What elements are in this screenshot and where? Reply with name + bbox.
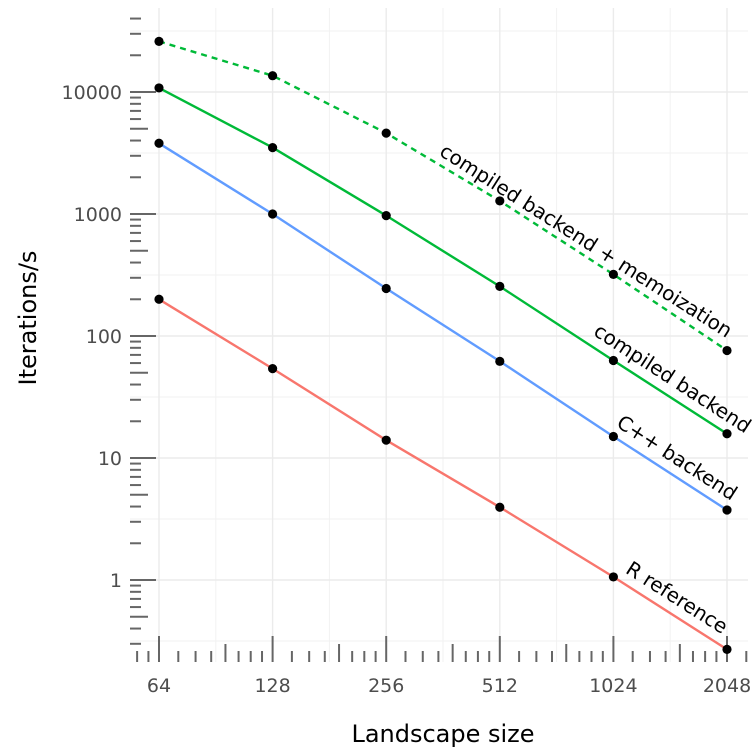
data-point (381, 435, 391, 445)
data-point (268, 364, 278, 374)
point-layer (154, 36, 732, 654)
y-tick-label: 10 (98, 448, 122, 470)
data-point (268, 209, 278, 219)
series-layer (158, 40, 728, 651)
data-point (722, 644, 732, 654)
data-point (154, 36, 164, 46)
data-point (495, 502, 505, 512)
series-line (158, 40, 728, 352)
tick-label-layer: 1 10 100 1000 10000 64 128 256 512 1024 2048 (62, 82, 752, 697)
data-point (154, 83, 164, 93)
x-tick-label: 64 (147, 675, 171, 697)
data-point (608, 572, 619, 582)
data-point (381, 211, 391, 221)
data-point (381, 283, 391, 294)
data-point (268, 71, 278, 81)
data-point (268, 143, 278, 153)
x-tick-label: 2048 (703, 675, 751, 697)
y-tick-label: 1 (110, 570, 122, 592)
series-line (158, 142, 728, 512)
x-tick-label: 512 (482, 675, 518, 697)
axis-rug-layer (130, 17, 748, 662)
data-point (495, 196, 505, 206)
series-line (158, 298, 728, 651)
x-tick-label: 1024 (589, 675, 637, 697)
y-tick-label: 1000 (74, 204, 122, 226)
data-point (722, 345, 732, 356)
data-point (722, 429, 732, 439)
x-tick-label: 128 (254, 675, 290, 697)
data-point (381, 128, 391, 138)
series-line (158, 86, 728, 435)
y-tick-label: 10000 (62, 82, 122, 104)
data-point (608, 431, 619, 442)
series-label: R reference (622, 556, 733, 638)
y-axis-title: Iterations/s (14, 251, 42, 386)
data-point (608, 355, 619, 366)
x-axis-title: Landscape size (351, 720, 534, 748)
y-tick-label: 100 (86, 326, 122, 348)
data-point (154, 294, 164, 304)
data-point (495, 356, 505, 366)
grid-layer (130, 8, 748, 662)
data-point (154, 138, 164, 148)
data-point (608, 269, 619, 279)
series-label: compiled backend + memoization (436, 139, 737, 343)
x-tick-label: 256 (368, 675, 404, 697)
data-point (495, 281, 505, 292)
data-point (722, 505, 732, 515)
